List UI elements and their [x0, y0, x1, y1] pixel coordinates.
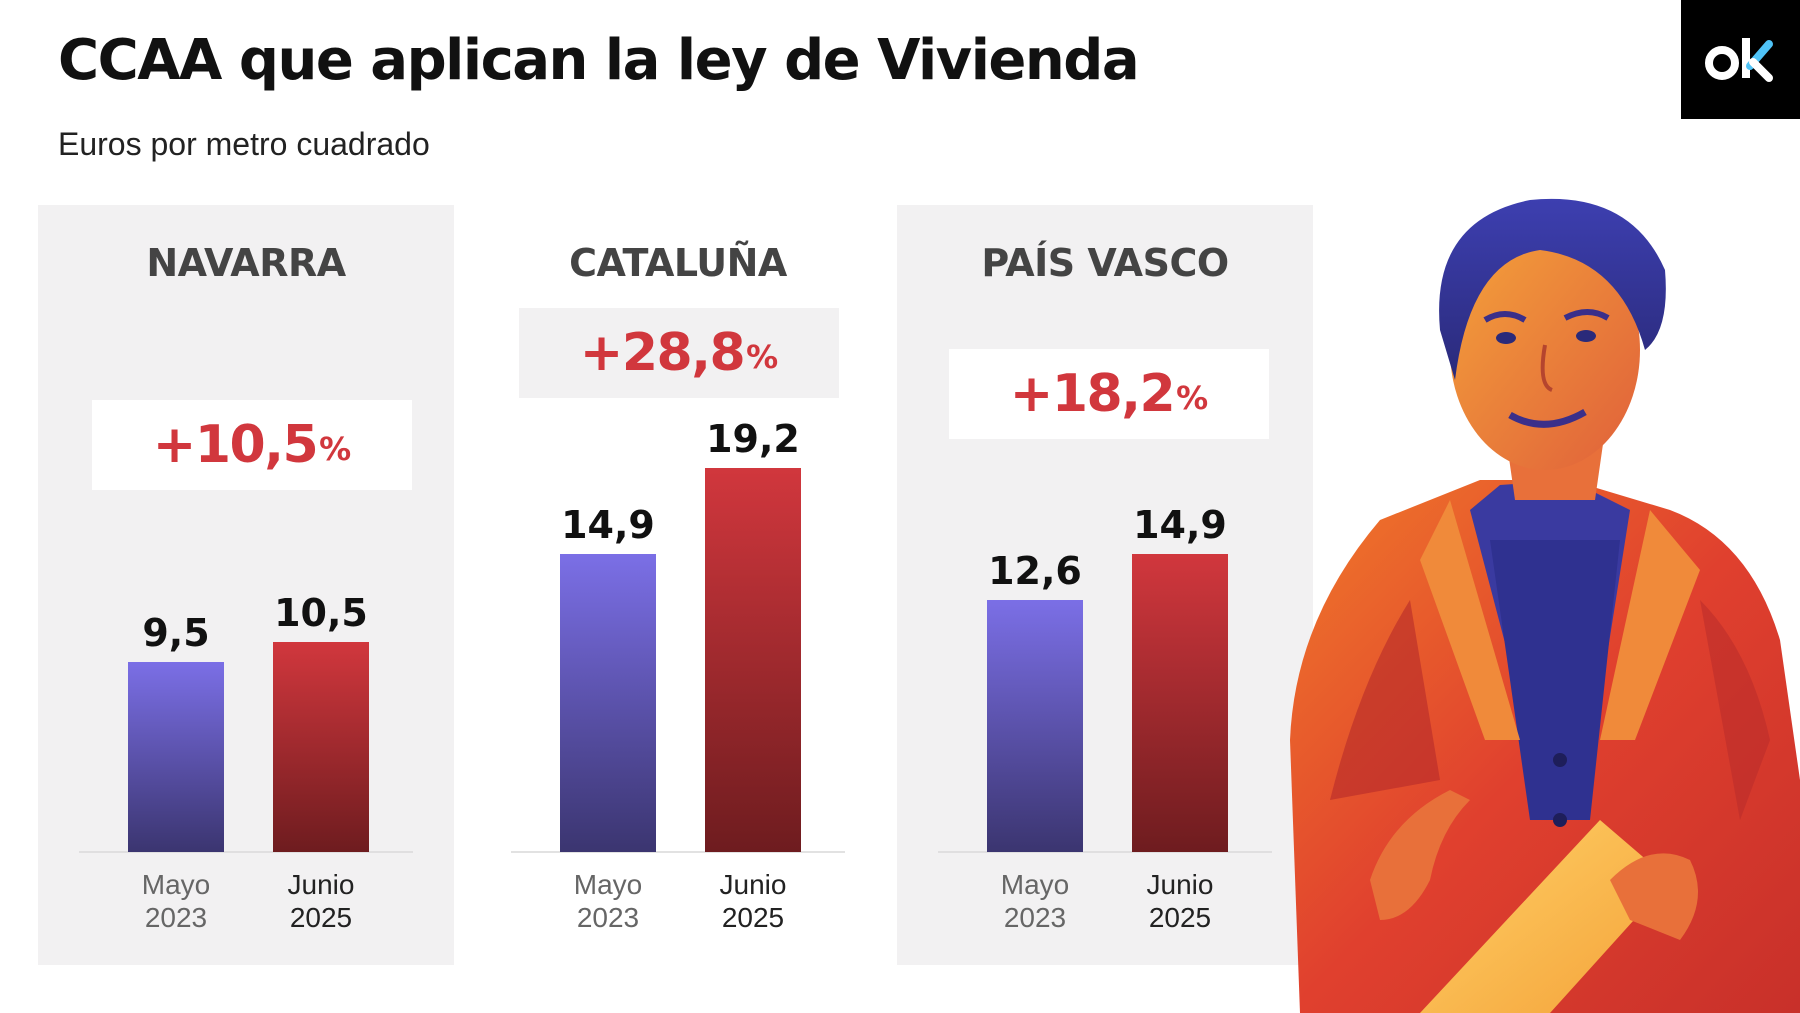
category-label: 2023	[1004, 902, 1066, 933]
bar-value-label: 9,5	[142, 611, 209, 655]
bar-value-label: 14,9	[561, 503, 655, 547]
change-badge: +10,5%	[92, 400, 412, 490]
category-label: Junio	[288, 869, 355, 900]
chart-title: CCAA que aplican la ley de Vivienda	[58, 28, 1140, 93]
panel-navarra: NAVARRA +10,5% 9,5 Mayo 2023 10,5 Junio 2025	[38, 205, 454, 965]
chart-subtitle: Euros por metro cuadrado	[58, 126, 430, 162]
bar-value-label: 10,5	[274, 591, 368, 635]
change-unit: %	[1176, 379, 1209, 417]
panel-title: NAVARRA	[146, 241, 346, 285]
bar-mayo-2023	[560, 554, 656, 852]
panel-title: CATALUÑA	[569, 241, 787, 285]
bar-junio-2025	[1132, 554, 1228, 852]
panel-cataluna: CATALUÑA +28,8% 14,9 Mayo 2023 19,2 Junio 202…	[470, 205, 886, 965]
bar-mayo-2023	[128, 662, 224, 852]
change-badge: +28,8%	[519, 308, 839, 398]
category-label: Mayo	[1001, 869, 1069, 900]
category-label: 2025	[290, 902, 352, 933]
bar-value-label: 19,2	[706, 417, 800, 461]
category-label: Mayo	[142, 869, 210, 900]
category-label: 2025	[722, 902, 784, 933]
ok-logo-icon	[1705, 38, 1773, 82]
change-unit: %	[319, 430, 352, 468]
category-label: Junio	[720, 869, 787, 900]
category-label: 2023	[577, 902, 639, 933]
change-unit: %	[746, 338, 779, 376]
bar-junio-2025	[705, 468, 801, 852]
bar-value-label: 14,9	[1133, 503, 1227, 547]
change-value: +10,5	[152, 415, 319, 475]
category-label: Mayo	[574, 869, 642, 900]
change-value: +28,8	[579, 323, 746, 383]
change-badge: +18,2%	[949, 349, 1269, 439]
panel-title: PAÍS VASCO	[981, 241, 1229, 285]
portrait-photo	[1290, 198, 1800, 1013]
bar-value-label: 12,6	[988, 549, 1082, 593]
category-label: 2023	[145, 902, 207, 933]
bar-junio-2025	[273, 642, 369, 852]
category-label: Junio	[1147, 869, 1214, 900]
category-label: 2025	[1149, 902, 1211, 933]
bar-mayo-2023	[987, 600, 1083, 852]
change-value: +18,2	[1009, 364, 1176, 424]
ok-logo	[1681, 0, 1800, 119]
panel-pais-vasco: PAÍS VASCO +18,2% 12,6 Mayo 2023 14,9 Junio 2…	[897, 205, 1313, 965]
